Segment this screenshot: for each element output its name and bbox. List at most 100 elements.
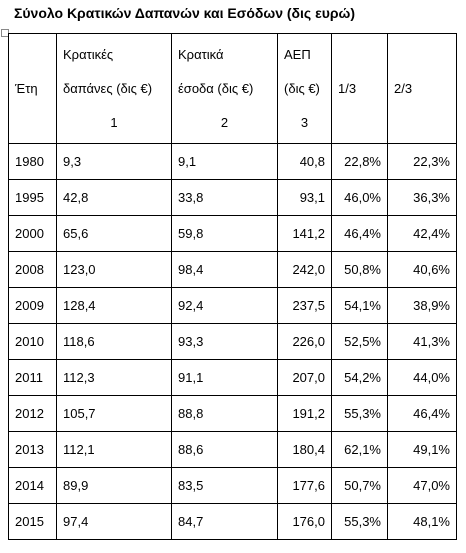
year-cell: 2013: [8, 431, 57, 468]
table-row: 2009 128,4 92,4 237,5 54,1% 38,9%: [8, 287, 457, 324]
value-cell: 50,8%: [331, 251, 388, 288]
value-cell: 128,4: [56, 287, 172, 324]
value-cell: 191,2: [277, 395, 332, 432]
value-cell: 83,5: [171, 467, 278, 504]
value-cell: 93,3: [171, 323, 278, 360]
table-header: Έτη Κρατικές δαπάνες (δις €) 1 Κρατικά έσοδα …: [8, 33, 457, 144]
table-row: 2008 123,0 98,4 242,0 50,8% 40,6%: [8, 251, 457, 288]
value-cell: 226,0: [277, 323, 332, 360]
table-row: 2014 89,9 83,5 177,6 50,7% 47,0%: [8, 467, 457, 504]
value-cell: 92,4: [171, 287, 278, 324]
value-cell: 22,3%: [387, 143, 457, 180]
header-cell: ΑΕΠ (δις €) 3: [277, 33, 332, 144]
value-cell: 177,6: [277, 467, 332, 504]
value-cell: 176,0: [277, 503, 332, 540]
value-cell: 89,9: [56, 467, 172, 504]
value-cell: 44,0%: [387, 359, 457, 396]
value-cell: 33,8: [171, 179, 278, 216]
table: Έτη Κρατικές δαπάνες (δις €) 1 Κρατικά έσοδα …: [8, 33, 457, 540]
value-cell: 88,8: [171, 395, 278, 432]
table-row: 2015 97,4 84,7 176,0 55,3% 48,1%: [8, 503, 457, 540]
value-cell: 84,7: [171, 503, 278, 540]
value-cell: 41,3%: [387, 323, 457, 360]
value-cell: 54,2%: [331, 359, 388, 396]
value-cell: 42,4%: [387, 215, 457, 252]
value-cell: 42,8: [56, 179, 172, 216]
table-row: 1995 42,8 33,8 93,1 46,0% 36,3%: [8, 179, 457, 216]
header-text: Κρατικές: [63, 46, 114, 62]
value-cell: 123,0: [56, 251, 172, 288]
header-text: 3: [300, 114, 309, 130]
value-cell: 40,8: [277, 143, 332, 180]
year-cell: 2014: [8, 467, 57, 504]
header-text: έσοδα (δις €): [178, 80, 254, 96]
value-cell: 91,1: [171, 359, 278, 396]
header-text: 2/3: [394, 81, 413, 96]
year-cell: 2011: [8, 359, 57, 396]
header-text: ΑΕΠ: [284, 46, 311, 62]
value-cell: 38,9%: [387, 287, 457, 324]
value-cell: 9,3: [56, 143, 172, 180]
table-body: 1980 9,3 9,1 40,8 22,8% 22,3% 1995 42,8 33,8 93,1…: [8, 143, 457, 540]
header-text: Κρατικά: [178, 46, 224, 62]
header-text: 1: [110, 114, 118, 130]
value-cell: 237,5: [277, 287, 332, 324]
header-cell: Έτη: [8, 33, 57, 144]
year-cell: 1980: [8, 143, 57, 180]
value-cell: 65,6: [56, 215, 172, 252]
value-cell: 141,2: [277, 215, 332, 252]
year-cell: 1995: [8, 179, 57, 216]
year-cell: 2009: [8, 287, 57, 324]
table-row: 2010 118,6 93,3 226,0 52,5% 41,3%: [8, 323, 457, 360]
value-cell: 47,0%: [387, 467, 457, 504]
header-text: δαπάνες (δις €): [63, 80, 153, 96]
year-cell: 2008: [8, 251, 57, 288]
table-row: 1980 9,3 9,1 40,8 22,8% 22,3%: [8, 143, 457, 180]
value-cell: 46,4%: [387, 395, 457, 432]
value-cell: 88,6: [171, 431, 278, 468]
value-cell: 55,3%: [331, 503, 388, 540]
value-cell: 93,1: [277, 179, 332, 216]
value-cell: 207,0: [277, 359, 332, 396]
value-cell: 52,5%: [331, 323, 388, 360]
header-text: Έτη: [15, 81, 38, 96]
table-row: 2013 112,1 88,6 180,4 62,1% 49,1%: [8, 431, 457, 468]
value-cell: 112,3: [56, 359, 172, 396]
value-cell: 112,1: [56, 431, 172, 468]
value-cell: 242,0: [277, 251, 332, 288]
value-cell: 105,7: [56, 395, 172, 432]
header-text: 2: [220, 114, 229, 130]
value-cell: 54,1%: [331, 287, 388, 324]
value-cell: 55,3%: [331, 395, 388, 432]
value-cell: 180,4: [277, 431, 332, 468]
value-cell: 49,1%: [387, 431, 457, 468]
value-cell: 46,0%: [331, 179, 388, 216]
table-row: 2012 105,7 88,8 191,2 55,3% 46,4%: [8, 395, 457, 432]
value-cell: 40,6%: [387, 251, 457, 288]
year-cell: 2012: [8, 395, 57, 432]
year-cell: 2000: [8, 215, 57, 252]
value-cell: 50,7%: [331, 467, 388, 504]
header-row: Έτη Κρατικές δαπάνες (δις €) 1 Κρατικά έσοδα …: [8, 33, 457, 144]
year-cell: 2010: [8, 323, 57, 360]
header-cell: 2/3: [387, 33, 457, 144]
value-cell: 59,8: [171, 215, 278, 252]
year-cell: 2015: [8, 503, 57, 540]
value-cell: 36,3%: [387, 179, 457, 216]
header-cell: 1/3: [331, 33, 388, 144]
value-cell: 98,4: [171, 251, 278, 288]
value-cell: 62,1%: [331, 431, 388, 468]
header-cell: Κρατικές δαπάνες (δις €) 1: [56, 33, 172, 144]
table-row: 2000 65,6 59,8 141,2 46,4% 42,4%: [8, 215, 457, 252]
value-cell: 22,8%: [331, 143, 388, 180]
value-cell: 97,4: [56, 503, 172, 540]
header-text: (δις €): [284, 80, 320, 96]
value-cell: 118,6: [56, 323, 172, 360]
value-cell: 46,4%: [331, 215, 388, 252]
value-cell: 48,1%: [387, 503, 457, 540]
title: Σύνολο Κρατικών Δαπανών και Εσόδων (δις …: [14, 5, 356, 21]
header-cell: Κρατικά έσοδα (δις €) 2: [171, 33, 278, 144]
header-text: 1/3: [338, 81, 357, 96]
table-row: 2011 112,3 91,1 207,0 54,2% 44,0%: [8, 359, 457, 396]
